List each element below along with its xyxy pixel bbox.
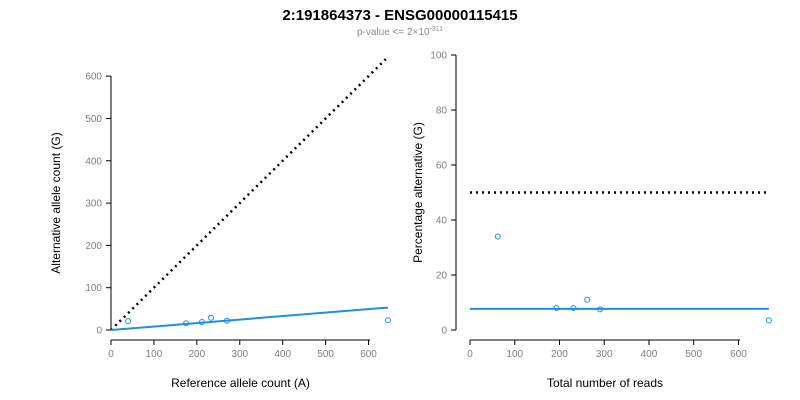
data-point: [570, 305, 577, 311]
chart-subtitle: p-value <= 2×10-311: [357, 26, 443, 38]
data-point: [208, 314, 215, 321]
y-tick-label: 0: [441, 326, 447, 337]
x-tick-label: 0: [467, 349, 473, 360]
subtitle-text: p-value <= 2×10: [357, 27, 430, 38]
x-tick-label: 400: [641, 349, 658, 360]
x-tick-label: 100: [506, 349, 523, 360]
x-tick-label: 200: [551, 349, 568, 360]
data-point: [494, 233, 501, 240]
x-tick-label: 300: [596, 349, 613, 360]
y-tick-label: 500: [85, 114, 102, 125]
x-tick-label: 600: [360, 349, 377, 360]
data-point: [384, 317, 391, 324]
right-plot-percentage-alternative: 0 100 200 300 400 500 600 0 20 40 60 80 100 Total num…: [411, 51, 772, 390]
x-tick-label: 500: [317, 349, 334, 360]
y-tick-label: 200: [85, 241, 102, 252]
x-tick-label: 500: [685, 349, 702, 360]
data-point: [223, 317, 230, 324]
y-axis-title: Alternative allele count (G): [49, 132, 63, 273]
y-tick-label: 100: [430, 51, 447, 62]
x-tick-label: 0: [108, 349, 114, 360]
x-tick-label: 400: [274, 349, 291, 360]
y-tick-label: 300: [85, 199, 102, 210]
chart-title: 2:191864373 - ENSG00000115415: [282, 7, 517, 24]
fit-line: [110, 306, 388, 331]
data-point: [553, 305, 560, 311]
y-tick-label: 80: [436, 106, 448, 117]
data-point: [183, 320, 190, 327]
subtitle-exponent: -311: [430, 26, 444, 33]
reference-line-dotted: [110, 58, 387, 331]
y-tick-label: 20: [436, 271, 448, 282]
y-tick-label: 400: [85, 156, 102, 167]
y-tick-label: 100: [85, 283, 102, 294]
data-point: [597, 306, 604, 313]
y-tick-label: 600: [85, 72, 102, 83]
y-tick-label: 60: [436, 161, 448, 172]
y-axis-title: Percentage alternative (G): [411, 122, 425, 263]
data-point: [198, 318, 205, 325]
left-plot-allele-counts: 0 100 200 300 400 500 600 0 100 200 300 400 500 600 Re…: [49, 58, 391, 390]
x-tick-label: 200: [189, 349, 206, 360]
y-tick-label: 40: [436, 216, 448, 227]
data-point: [125, 318, 132, 325]
x-tick-label: 600: [730, 349, 747, 360]
x-tick-label: 100: [146, 349, 163, 360]
data-point: [584, 296, 591, 303]
y-tick-label: 0: [96, 326, 102, 337]
data-point: [765, 317, 772, 324]
x-axis-title: Total number of reads: [547, 376, 663, 390]
x-tick-label: 300: [231, 349, 248, 360]
x-axis-title: Reference allele count (A): [171, 376, 310, 390]
